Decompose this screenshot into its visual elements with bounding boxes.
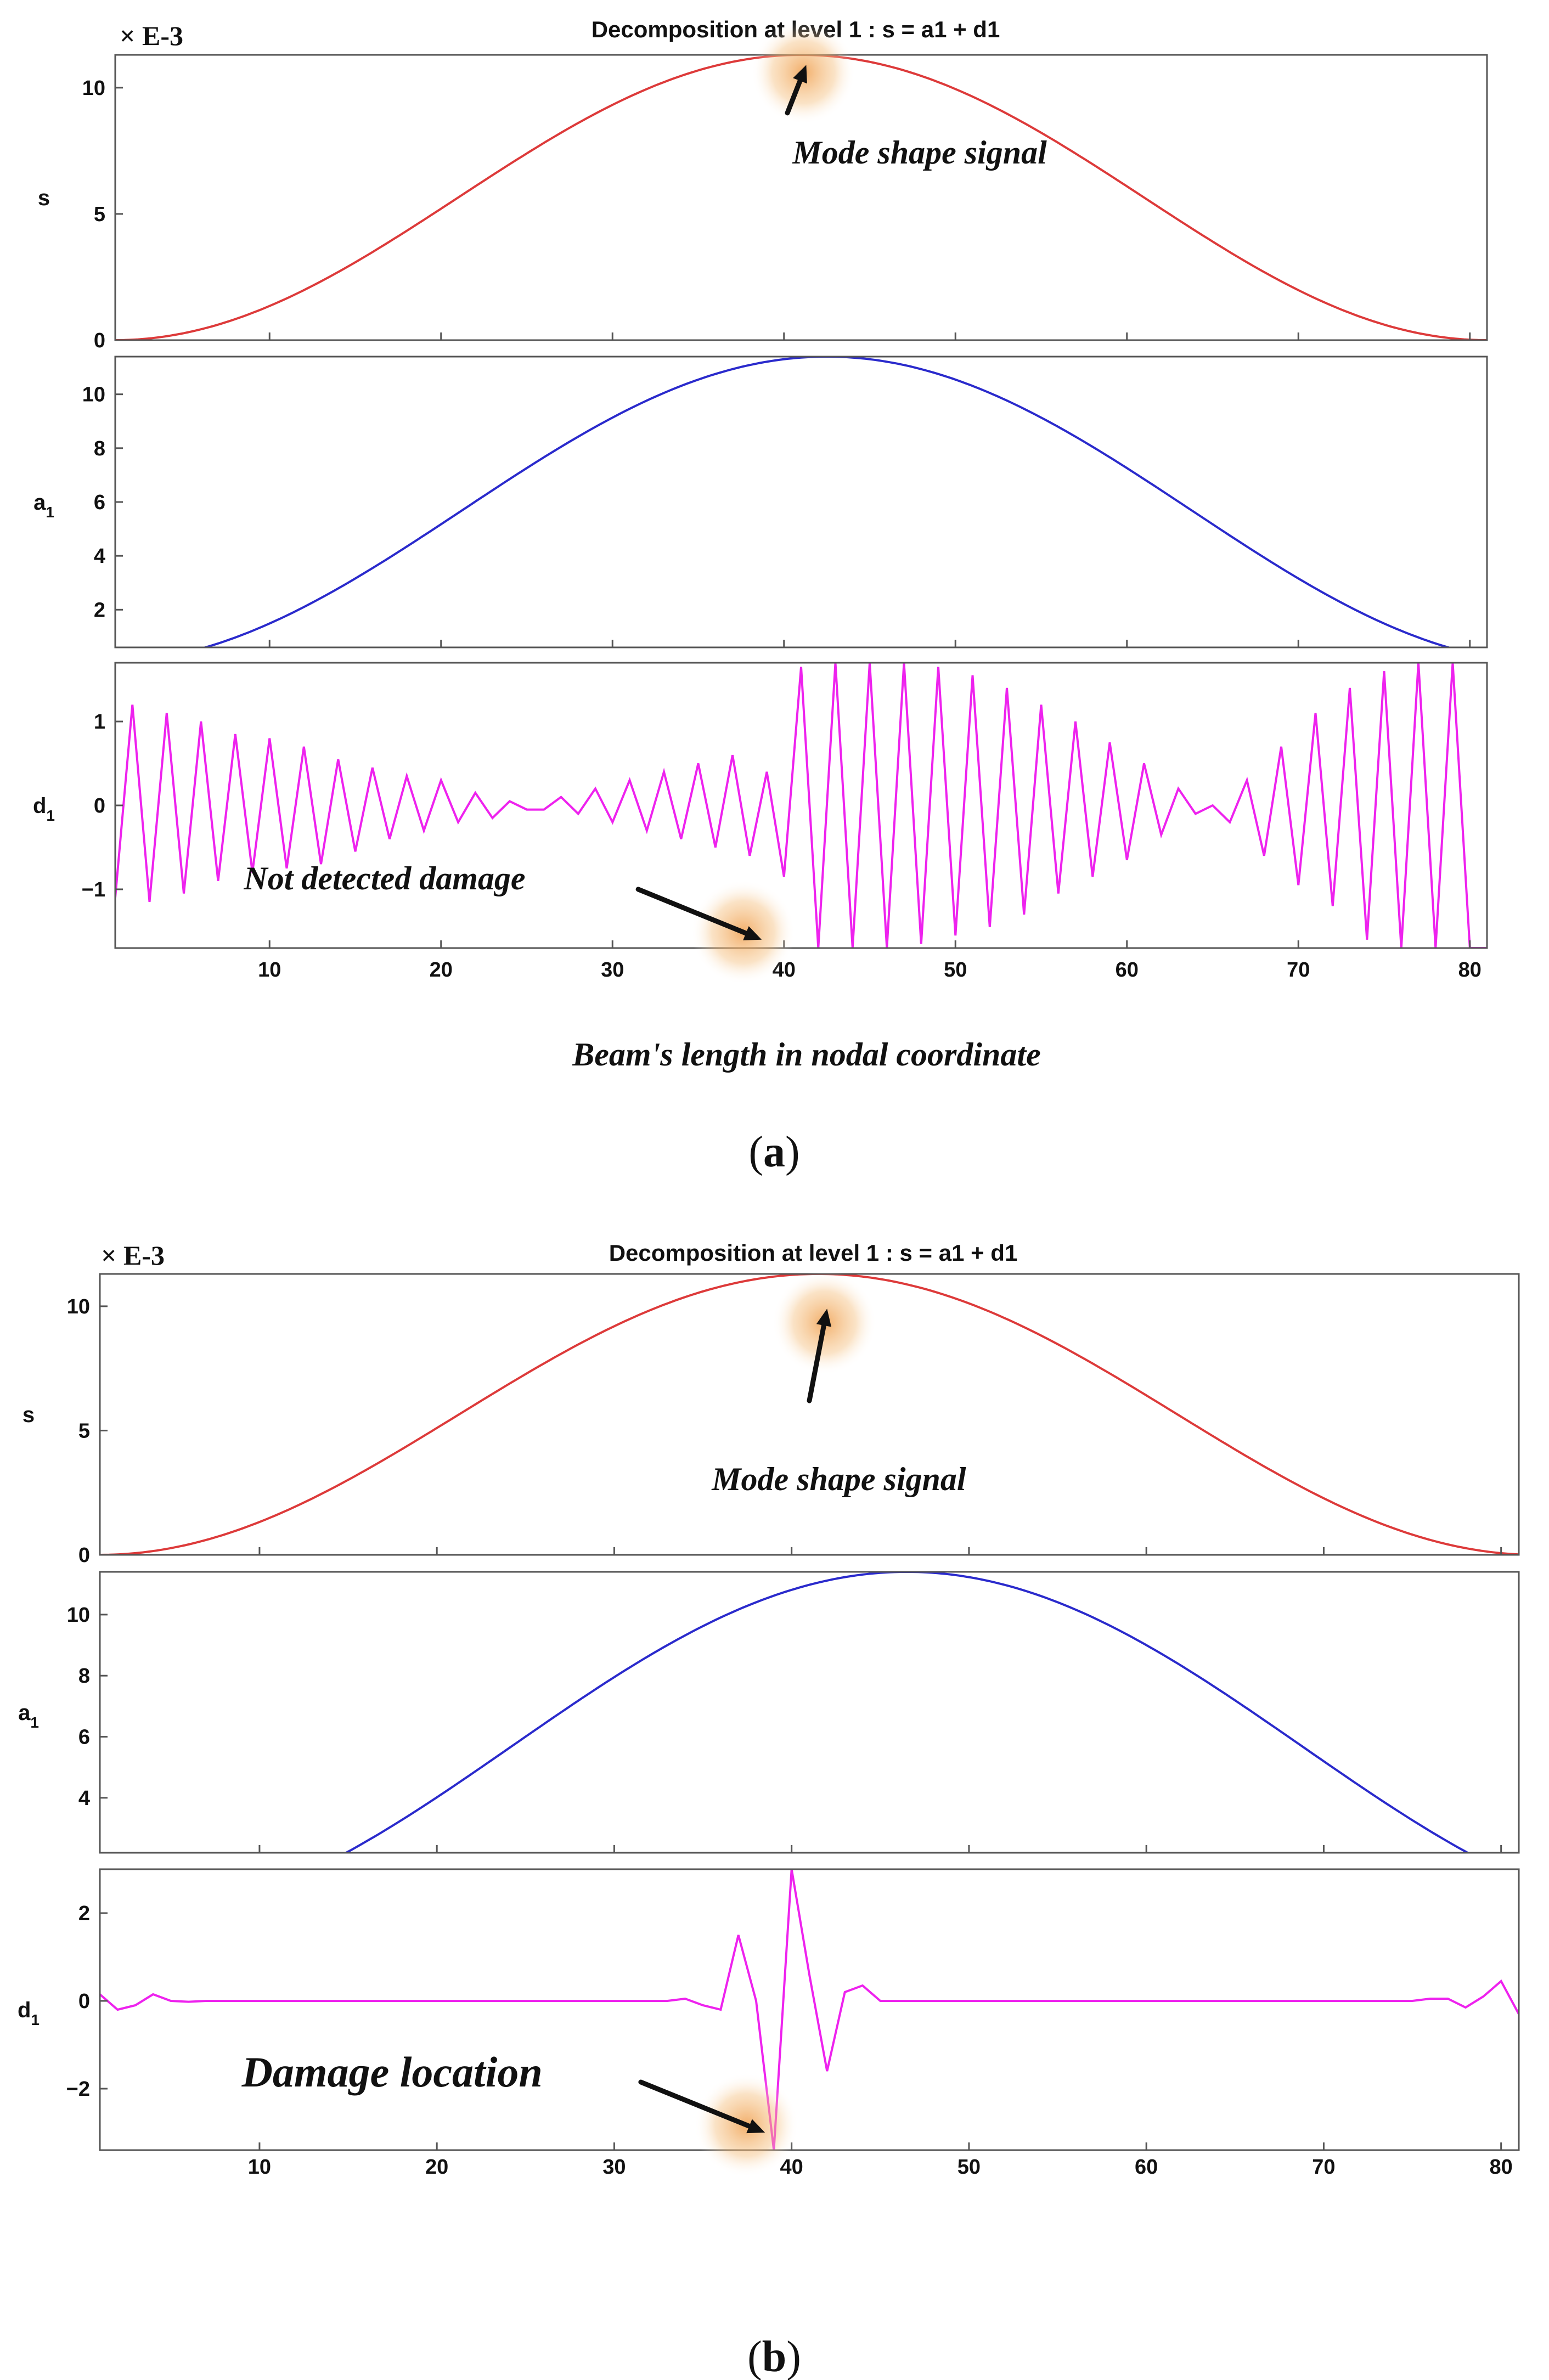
y-tick-label: 5 <box>78 1419 90 1442</box>
arrow-head-icon <box>746 2119 765 2134</box>
figure-b-caption: (b) <box>747 2333 801 2380</box>
y-tick-label: 6 <box>78 1726 90 1749</box>
y-tick-label: −2 <box>66 2078 90 2101</box>
figure-a-caption: (a) <box>748 1128 799 1176</box>
y-axis-label: d1 <box>33 794 55 824</box>
panel-s: 0 5 10 s Mode shape signal <box>38 20 1488 352</box>
series-line-d1 <box>115 663 1487 948</box>
series-line-d1 <box>100 1869 1519 2150</box>
annotation-text: Mode shape signal <box>711 1461 966 1497</box>
x-tick-label: 50 <box>957 2156 981 2179</box>
panel-frame <box>114 356 1488 648</box>
panel-frame <box>99 1571 1520 1854</box>
x-tick-label: 80 <box>1490 2156 1513 2179</box>
y-tick-label: 2 <box>94 599 105 622</box>
arrow-shaft <box>635 887 751 937</box>
series-line-a1 <box>201 357 1452 647</box>
annotation: Mode shape signal <box>711 1270 966 1497</box>
figure-b: × E-3 Decomposition at level 1 : s = a1 … <box>18 1240 1520 2380</box>
y-tick-label: 10 <box>67 1604 90 1627</box>
y-tick-label: 4 <box>78 1787 90 1810</box>
figure-b-multiplier: × E-3 <box>101 1240 165 1271</box>
arrow-head-icon <box>816 1309 832 1327</box>
annotation: Damage location <box>241 2048 799 2178</box>
x-tick-label: 30 <box>602 2156 626 2179</box>
figure-b-title: Decomposition at level 1 : s = a1 + d1 <box>609 1240 1018 1266</box>
y-tick-label: 0 <box>78 1990 90 2013</box>
series-line-a1 <box>343 1572 1471 1853</box>
x-tick-label: 70 <box>1312 2156 1335 2179</box>
x-tick-label: 50 <box>944 958 967 982</box>
annotation-text: Not detected damage <box>243 860 525 896</box>
y-tick-label: 8 <box>78 1665 90 1688</box>
annotation-text: Mode shape signal <box>792 134 1047 171</box>
y-tick-label: 10 <box>67 1295 90 1318</box>
y-tick-label: 10 <box>82 383 105 407</box>
y-tick-label: 5 <box>94 203 105 226</box>
y-tick-label: 10 <box>82 77 105 100</box>
panel-s: 0 5 10 s Mode shape signal <box>22 1270 1520 1567</box>
annotation-text: Damage location <box>241 2048 543 2096</box>
y-tick-label: 0 <box>94 329 105 352</box>
panel-frame <box>99 1868 1520 2151</box>
y-tick-label: 0 <box>94 794 105 817</box>
annotation: Not detected damage <box>243 860 796 984</box>
y-tick-label: 8 <box>94 437 105 460</box>
panel-a1: 2 4 6 8 10 a1 <box>33 356 1488 648</box>
y-tick-label: 4 <box>94 545 105 568</box>
figure-a: × E-3 Decomposition at level 1 : s = a1 … <box>33 16 1488 1176</box>
figure-a-xlabel: Beam's length in nodal coordinate <box>572 1036 1040 1073</box>
y-tick-label: −1 <box>82 878 105 901</box>
panel-a1: 4 6 8 10 a1 <box>18 1571 1520 1854</box>
y-axis-label: a1 <box>18 1701 39 1731</box>
x-tick-label: 30 <box>601 958 624 982</box>
panel-frame <box>114 662 1488 949</box>
x-tick-label: 10 <box>258 958 281 982</box>
y-tick-label: 2 <box>78 1902 90 1925</box>
y-axis-label: s <box>38 186 50 210</box>
arrow-shaft <box>807 1321 827 1403</box>
x-tick-label: 70 <box>1287 958 1310 982</box>
y-tick-label: 6 <box>94 491 105 514</box>
arrow-shaft <box>638 2079 754 2130</box>
x-tick-label: 80 <box>1458 958 1482 982</box>
y-axis-label: s <box>22 1403 35 1427</box>
x-tick-label: 20 <box>425 2156 448 2179</box>
y-tick-label: 0 <box>78 1544 90 1567</box>
annotation: Mode shape signal <box>751 20 1047 171</box>
figure-a-multiplier: × E-3 <box>120 20 183 51</box>
x-tick-label: 20 <box>430 958 453 982</box>
x-tick-label: 60 <box>1116 958 1139 982</box>
arrow-shaft <box>785 76 803 116</box>
arrow-head-icon <box>743 926 762 940</box>
y-axis-label: d1 <box>18 1998 40 2028</box>
y-tick-label: 1 <box>94 710 105 734</box>
x-tick-label: 60 <box>1135 2156 1158 2179</box>
y-axis-label: a1 <box>33 490 54 521</box>
arrow-head-icon <box>793 65 807 84</box>
series-line-s <box>115 55 1487 340</box>
x-tick-label: 10 <box>248 2156 271 2179</box>
